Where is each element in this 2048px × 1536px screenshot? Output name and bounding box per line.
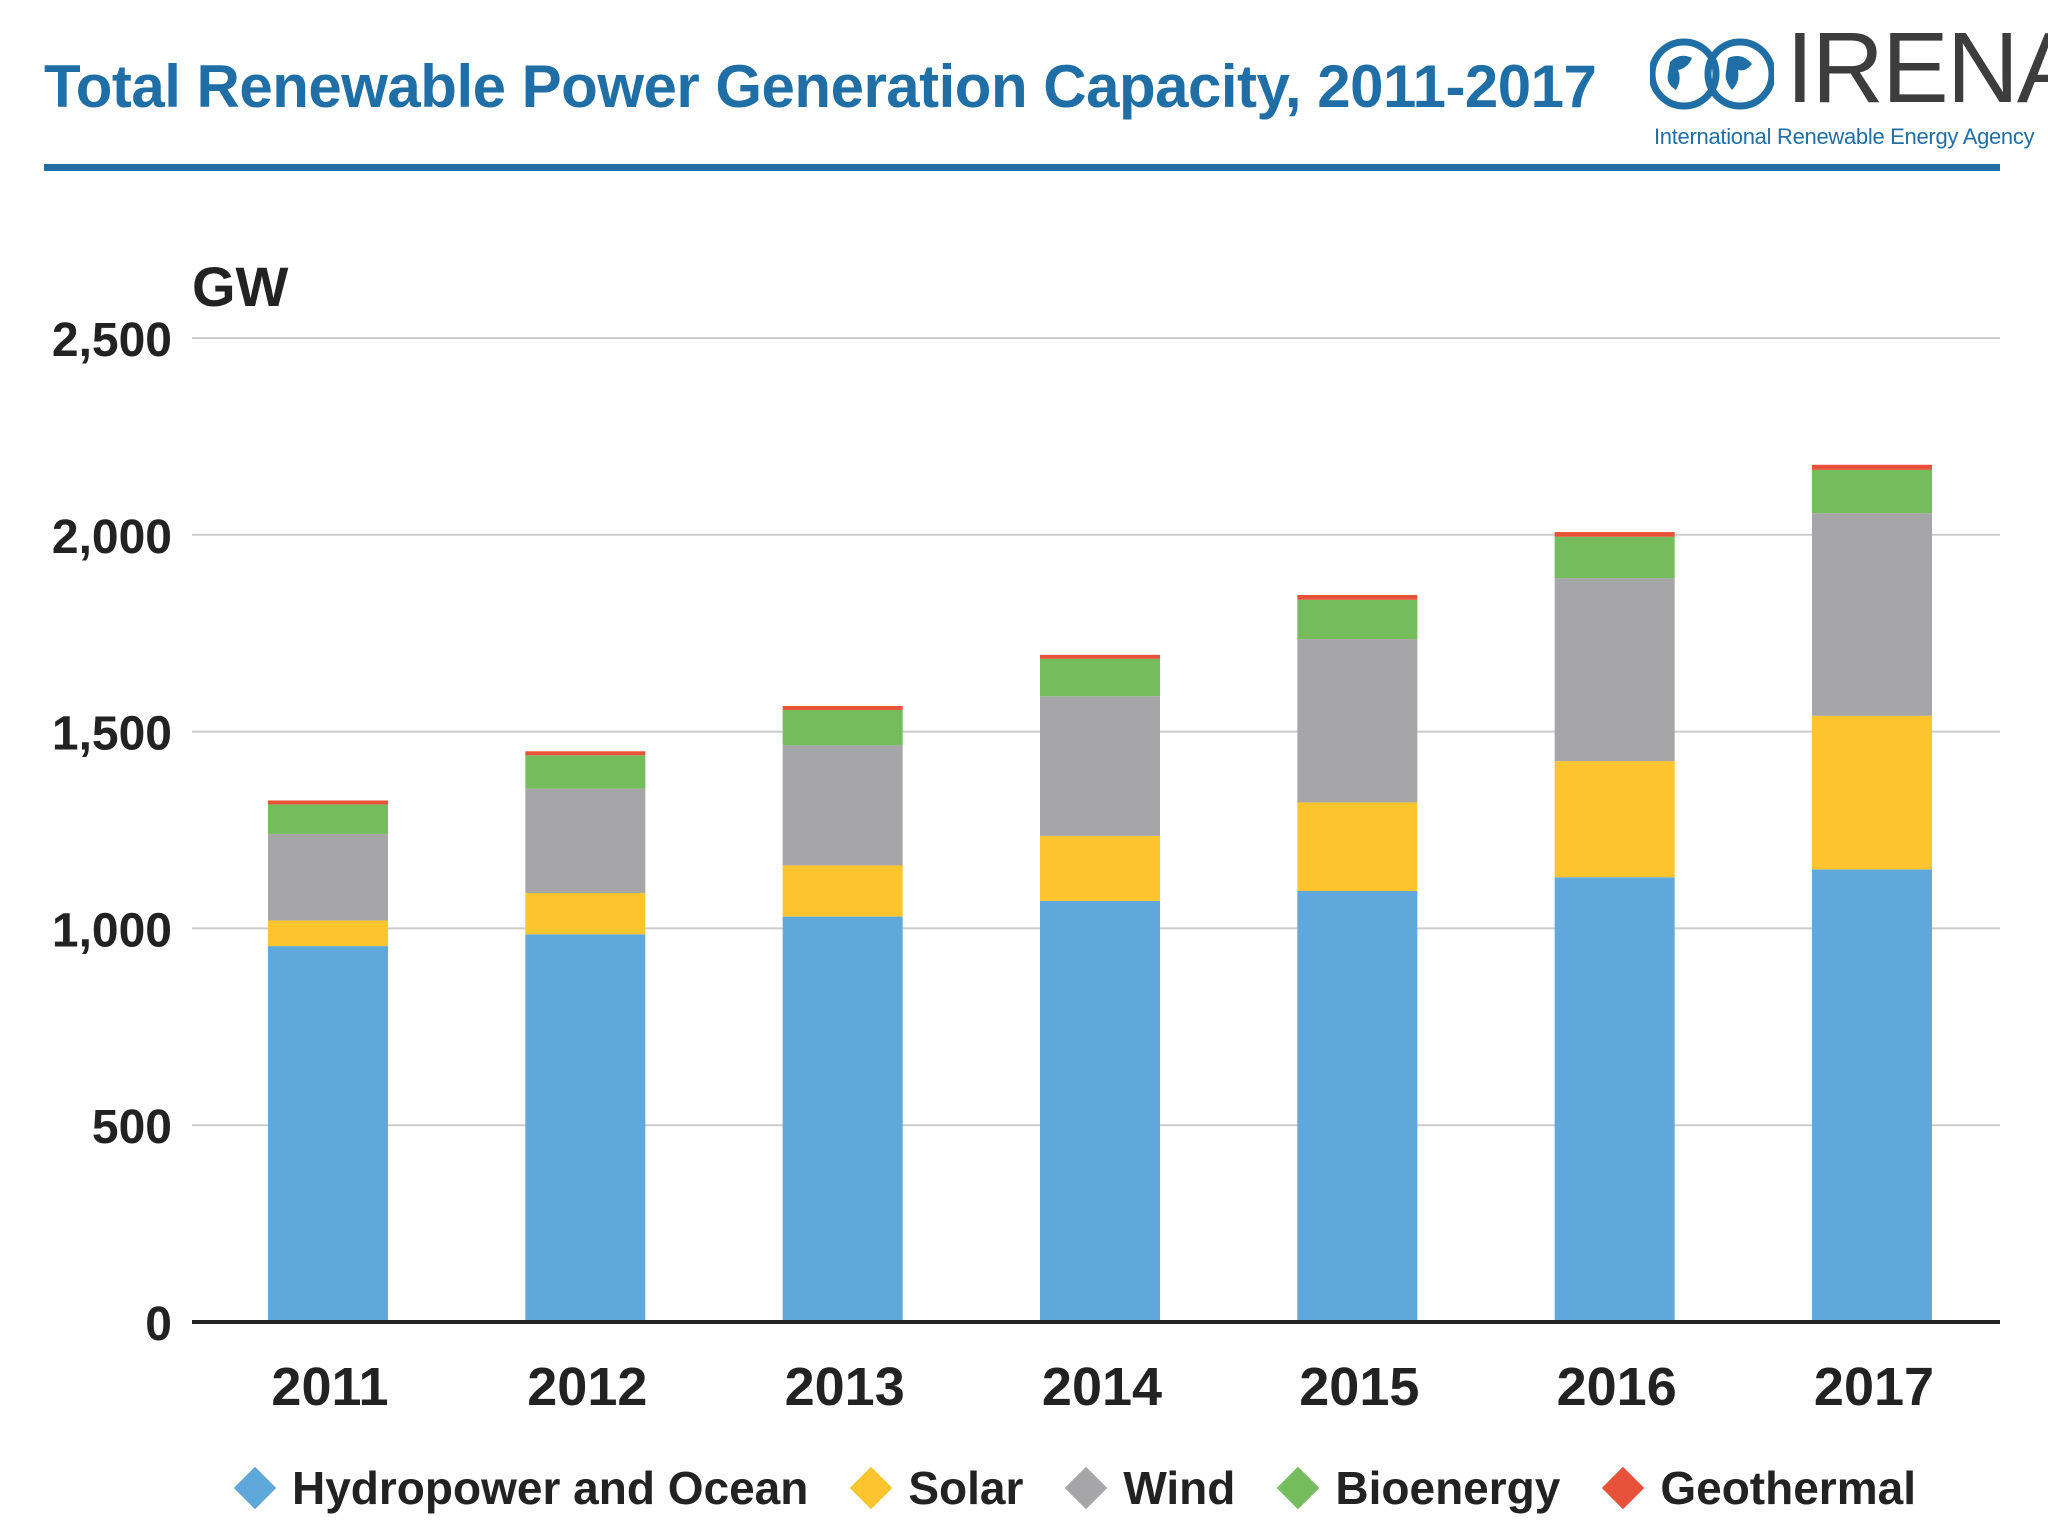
legend-item: Bioenergy — [1277, 1461, 1561, 1515]
axes: 0 500 1,000 1,500 2,000 2,500 GW 2011 2012 2013 20… — [52, 255, 2000, 1417]
legend-label: Wind — [1123, 1462, 1236, 1514]
legend-diamond-icon — [1602, 1466, 1645, 1510]
bar-segment — [1040, 835, 1160, 901]
legend-diamond-icon — [1065, 1466, 1108, 1510]
legend-item: Solar — [850, 1461, 1024, 1515]
bar-segment — [1554, 536, 1675, 579]
bar-segment — [1297, 639, 1418, 803]
x-tick-label: 2012 — [527, 1357, 647, 1417]
bar-segment — [782, 745, 903, 866]
bar-segment — [782, 706, 903, 710]
y-tick-label: 2,000 — [52, 511, 172, 564]
legend-label: Solar — [908, 1462, 1024, 1514]
legend-item: Hydropower and Ocean — [233, 1461, 809, 1515]
legend-diamond-icon — [850, 1466, 893, 1510]
legend: Hydropower and Ocean Solar Wind Bioenergy Ge… — [233, 1458, 1964, 1518]
bar-segment — [1812, 464, 1932, 470]
bar-segment — [1812, 869, 1932, 1322]
bar-segment — [1554, 761, 1675, 878]
chart-title: Total Renewable Power Generation Capacit… — [44, 53, 1597, 120]
bar-segment — [1554, 877, 1675, 1322]
legend-label: Bioenergy — [1335, 1462, 1561, 1514]
y-tick-label: 2,500 — [52, 314, 172, 367]
bar-segment — [1040, 654, 1160, 659]
title-divider — [44, 164, 2000, 171]
x-tick-label: 2017 — [1814, 1357, 1934, 1417]
x-tick-label: 2015 — [1299, 1357, 1419, 1417]
bar-segment — [268, 804, 388, 834]
bar-segment — [782, 865, 903, 917]
logo-subtitle: International Renewable Energy Agency — [1654, 124, 2035, 149]
legend-label: Hydropower and Ocean — [292, 1462, 809, 1514]
logo-wordmark: IRENA — [1786, 12, 2048, 124]
bar-segment — [268, 920, 388, 947]
bar-segment — [525, 788, 646, 893]
irena-logo: IRENA International Renewable Energy Age… — [1650, 18, 2048, 154]
legend-label: Geothermal — [1660, 1462, 1916, 1514]
bar-segment — [782, 916, 903, 1322]
bar-segment — [1040, 900, 1160, 1322]
bar-segment — [1554, 532, 1675, 537]
bar-segment — [1040, 658, 1160, 697]
bars — [268, 464, 1932, 1322]
legend-item: Wind — [1065, 1461, 1236, 1515]
bar-segment — [782, 709, 903, 746]
legend-diamond-icon — [1277, 1466, 1320, 1510]
x-tick-label: 2011 — [271, 1357, 388, 1417]
bar-segment — [525, 751, 646, 756]
y-tick-label: 0 — [145, 1298, 172, 1351]
y-axis-unit-label: GW — [192, 255, 289, 318]
x-tick-label: 2014 — [1042, 1357, 1162, 1417]
bar-segment — [268, 800, 388, 805]
bar-segment — [1297, 599, 1418, 640]
y-tick-label: 1,000 — [52, 904, 172, 957]
bar-segment — [525, 934, 646, 1322]
bar-segment — [1297, 802, 1418, 892]
bar-segment — [525, 755, 646, 789]
bar-segment — [268, 946, 388, 1322]
x-tick-label: 2016 — [1557, 1357, 1677, 1417]
globe-infinity-icon — [1650, 38, 1774, 110]
bar-segment — [525, 892, 646, 935]
x-tick-label: 2013 — [785, 1357, 905, 1417]
bar-segment — [1812, 715, 1932, 870]
bar-segment — [1297, 595, 1418, 600]
legend-item: Geothermal — [1602, 1461, 1916, 1515]
legend-diamond-icon — [233, 1466, 277, 1510]
bar-segment — [1554, 578, 1675, 762]
bar-segment — [1812, 513, 1932, 716]
y-tick-label: 1,500 — [52, 708, 172, 761]
bar-segment — [1040, 696, 1160, 836]
bar-segment — [1297, 891, 1418, 1322]
bar-segment — [268, 833, 388, 921]
y-tick-label: 500 — [92, 1101, 172, 1154]
bar-segment — [1812, 469, 1932, 514]
